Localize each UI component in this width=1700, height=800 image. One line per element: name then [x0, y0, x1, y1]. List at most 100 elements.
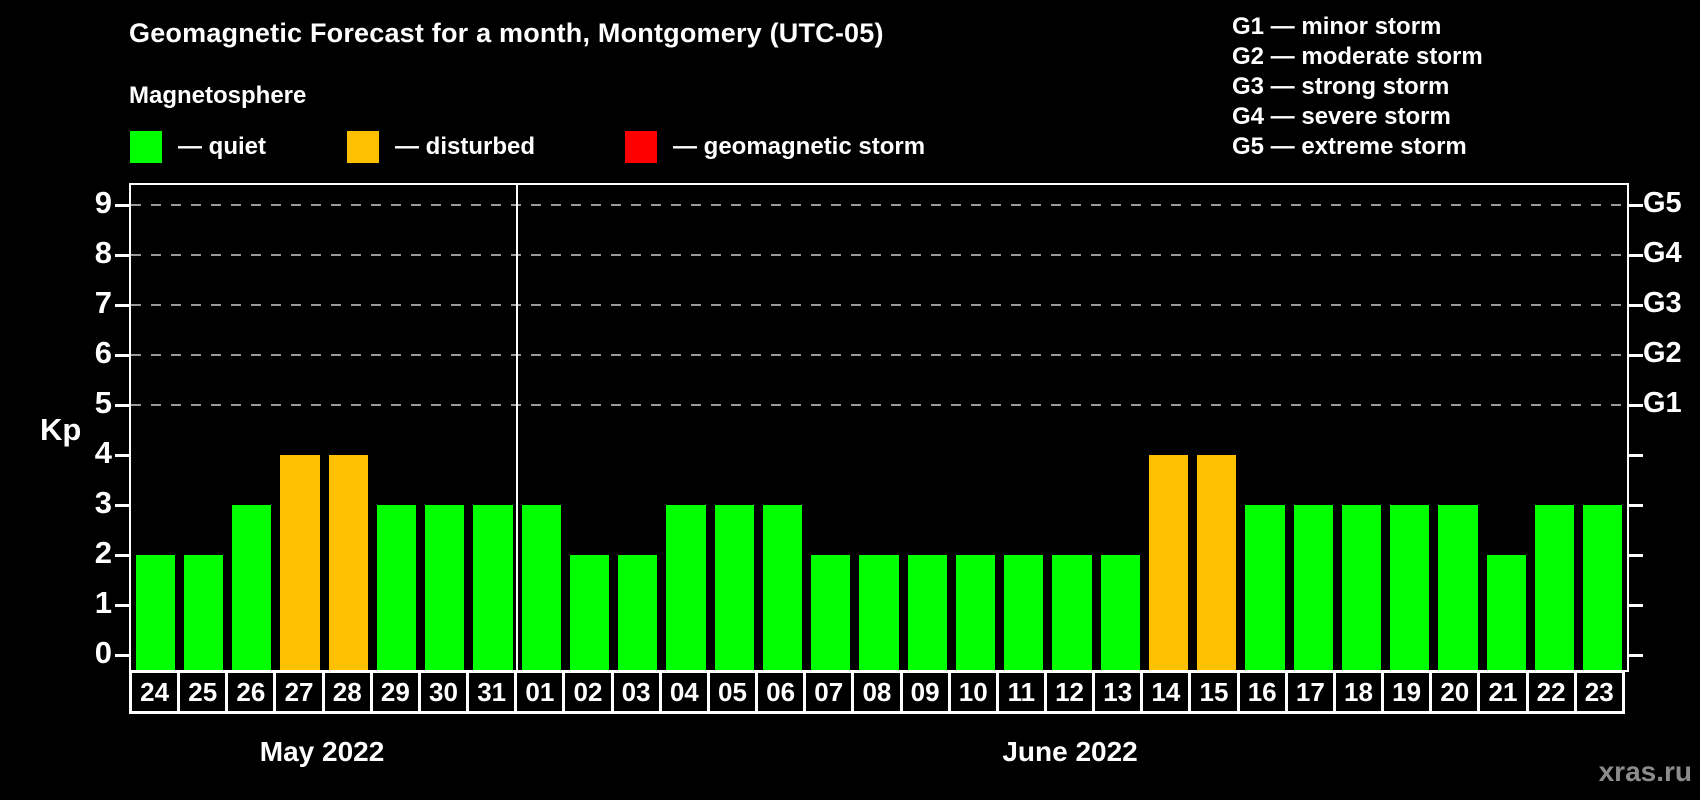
- date-cell-25: 25: [177, 670, 229, 714]
- date-cell-31: 31: [466, 670, 518, 714]
- gridline-kp-9: [131, 204, 1627, 206]
- right-tick-kp-1: [1629, 604, 1643, 607]
- date-cell-10: 10: [947, 670, 999, 714]
- y-axis-label-0: 0: [94, 635, 112, 670]
- y-axis-label-4: 4: [94, 435, 112, 470]
- legend-swatch-disturbed: [347, 131, 379, 163]
- date-cell-01: 01: [514, 670, 566, 714]
- right-tick-kp-4: [1629, 454, 1643, 457]
- date-cell-24: 24: [129, 670, 181, 714]
- right-tick-kp-5: [1629, 404, 1643, 407]
- legend-swatch-quiet: [130, 131, 162, 163]
- y-axis-title-kp: Kp: [40, 412, 82, 447]
- g-scale-legend-line: G4 — severe storm: [1232, 103, 1451, 130]
- date-cell-08: 08: [851, 670, 903, 714]
- date-cell-12: 12: [1043, 670, 1096, 714]
- g-scale-legend-line: G3 — strong storm: [1232, 73, 1450, 100]
- bar-day-28: [328, 455, 368, 670]
- y-axis-label-6: 6: [94, 335, 112, 370]
- right-tick-kp-8: [1629, 254, 1643, 257]
- date-cell-05: 05: [706, 670, 759, 714]
- date-cell-18: 18: [1332, 670, 1385, 714]
- right-axis-label-g1: G1: [1643, 387, 1682, 419]
- g-scale-legend-line: G2 — moderate storm: [1232, 43, 1483, 70]
- y-axis-label-7: 7: [94, 285, 112, 320]
- bar-day-09: [907, 555, 947, 670]
- bar-day-13: [1100, 555, 1140, 670]
- bar-day-19: [1390, 505, 1430, 670]
- gridline-kp-5: [131, 404, 1627, 406]
- bar-day-20: [1438, 505, 1478, 670]
- bar-day-06: [762, 505, 803, 670]
- y-axis-label-2: 2: [94, 535, 112, 570]
- bar-day-12: [1052, 555, 1092, 670]
- right-tick-kp-2: [1629, 554, 1643, 557]
- right-tick-kp-3: [1629, 504, 1643, 507]
- gridline-kp-8: [131, 254, 1627, 256]
- date-cell-02: 02: [562, 670, 614, 714]
- y-axis-label-1: 1: [94, 585, 112, 620]
- bar-day-18: [1341, 505, 1382, 670]
- date-cell-23: 23: [1573, 670, 1625, 714]
- left-tick-kp-3: [115, 504, 129, 507]
- right-tick-kp-9: [1629, 204, 1643, 207]
- date-cell-28: 28: [321, 670, 373, 714]
- date-cell-26: 26: [225, 670, 277, 714]
- left-tick-kp-1: [115, 604, 129, 607]
- date-cell-22: 22: [1525, 670, 1577, 714]
- y-axis-label-8: 8: [94, 235, 112, 270]
- legend-item-disturbed: — disturbed: [347, 131, 535, 163]
- bar-day-10: [955, 555, 996, 670]
- bar-day-27: [280, 455, 320, 670]
- right-tick-kp-7: [1629, 304, 1643, 307]
- right-axis-label-g2: G2: [1643, 337, 1682, 369]
- legend-item-quiet: — quiet: [130, 131, 266, 163]
- date-cell-19: 19: [1381, 670, 1433, 714]
- y-axis-label-9: 9: [94, 185, 112, 220]
- month-label-may: May 2022: [259, 736, 385, 767]
- date-cell-29: 29: [369, 670, 421, 714]
- bar-day-02: [569, 555, 610, 670]
- date-cell-13: 13: [1092, 670, 1144, 714]
- date-cell-03: 03: [610, 670, 662, 714]
- bar-day-22: [1534, 505, 1575, 670]
- date-cell-16: 16: [1236, 670, 1288, 714]
- bar-day-08: [859, 555, 899, 670]
- bar-day-01: [521, 505, 561, 670]
- legend-label-disturbed: — disturbed: [395, 133, 536, 160]
- left-tick-kp-0: [115, 654, 129, 657]
- date-cell-15: 15: [1188, 670, 1240, 714]
- bar-day-29: [376, 505, 417, 670]
- date-cell-17: 17: [1284, 670, 1336, 714]
- date-cell-06: 06: [755, 670, 807, 714]
- bar-day-17: [1293, 505, 1333, 670]
- bar-day-31: [473, 505, 513, 670]
- g-scale-legend-line: G1 — minor storm: [1232, 13, 1442, 40]
- date-cell-09: 09: [899, 670, 951, 714]
- date-cell-04: 04: [658, 670, 710, 714]
- right-tick-kp-6: [1629, 354, 1643, 357]
- g-scale-legend: G1 — minor storm G2 — moderate storm G3 — …: [1232, 12, 1483, 162]
- right-axis-label-g4: G4: [1643, 237, 1682, 269]
- left-tick-kp-4: [115, 454, 129, 457]
- date-cell-30: 30: [417, 670, 470, 714]
- left-tick-kp-2: [115, 554, 129, 557]
- legend-label-quiet: — quiet: [178, 133, 266, 160]
- y-axis-label-3: 3: [94, 485, 112, 520]
- g-scale-legend-line: G5 — extreme storm: [1232, 133, 1467, 160]
- date-cell-14: 14: [1140, 670, 1192, 714]
- date-cell-27: 27: [273, 670, 325, 714]
- date-cell-11: 11: [995, 670, 1047, 714]
- legend-label-storm: — geomagnetic storm: [673, 133, 926, 160]
- bar-day-25: [183, 555, 223, 670]
- bar-day-21: [1486, 555, 1526, 670]
- y-axis-label-5: 5: [94, 385, 112, 420]
- right-axis-label-g3: G3: [1643, 287, 1682, 319]
- x-axis-date-row: 24 25 26 27 28 29 30 31 01 02 03 04 05 06 07 08 09 10 11 12…: [129, 670, 1625, 714]
- plot-area: [115, 183, 1643, 672]
- left-tick-kp-5: [115, 404, 129, 407]
- gridline-kp-6: [131, 354, 1627, 356]
- watermark: xras.ru: [1598, 756, 1692, 787]
- month-label-june: June 2022: [1002, 736, 1138, 767]
